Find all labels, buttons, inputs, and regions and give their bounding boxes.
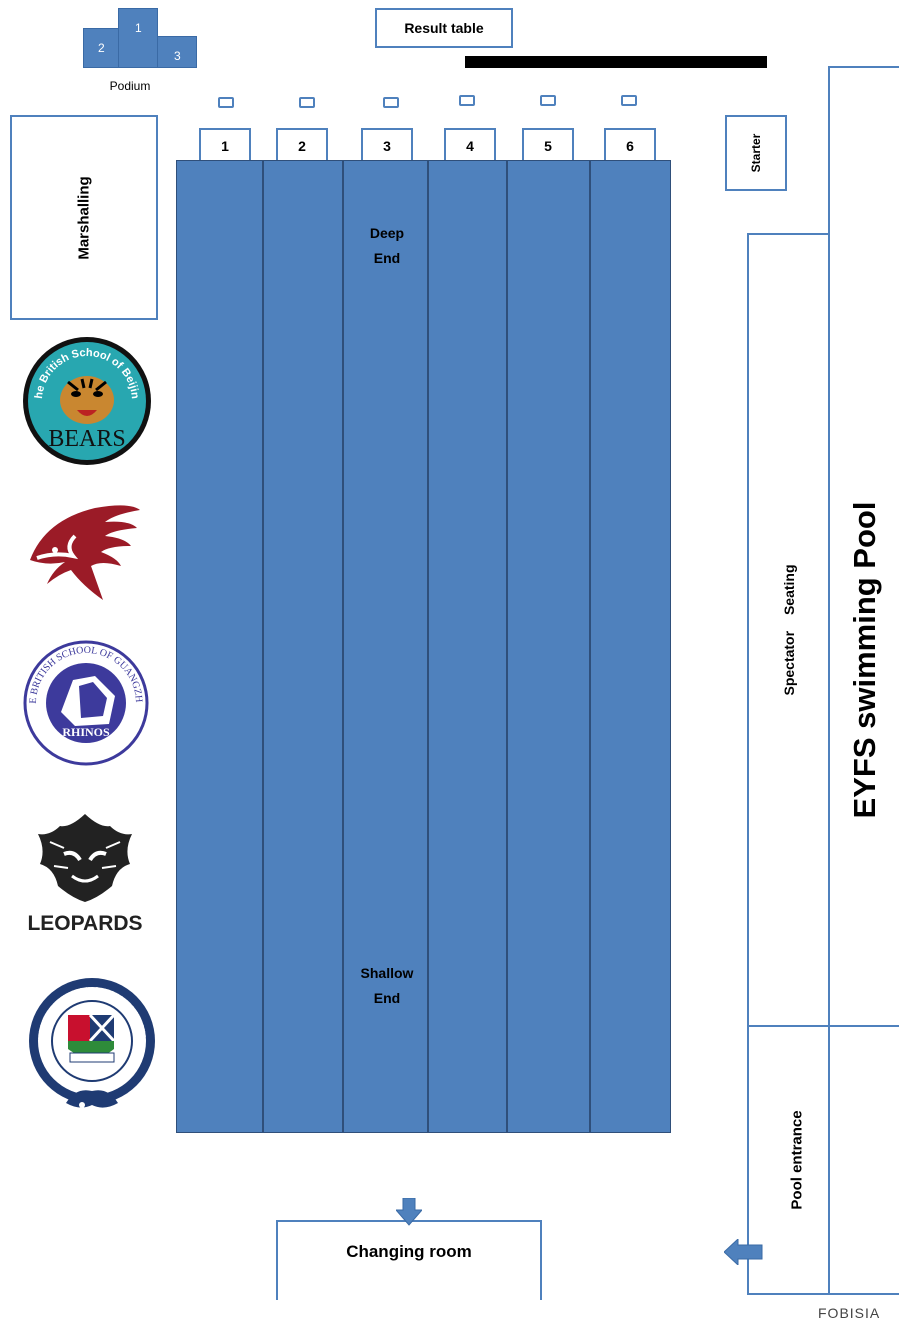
- bangkok-prep-logo: BANGKOK INTERNATIONAL PREPARATORY & SECO…: [26, 975, 155, 1108]
- deep-end-line-1: Deep: [369, 225, 405, 241]
- marshalling-area: Marshalling: [10, 115, 158, 320]
- starting-block-6: [621, 95, 637, 106]
- lane-2: [264, 161, 344, 1132]
- changing-room-arrow-icon: [396, 1198, 422, 1226]
- entrance-arrow-icon: [724, 1239, 763, 1265]
- venue-title: EYFS swimming Pool: [846, 501, 882, 819]
- pool-entrance: Pool entrance: [747, 1025, 899, 1295]
- changing-room-label: Changing room: [346, 1242, 472, 1261]
- podium-step-second: 2: [83, 28, 119, 68]
- lane-number-4: 4: [444, 128, 496, 162]
- rhinos-logo: THE BRITISH SCHOOL OF GUANGZHOU RHINOS: [23, 640, 149, 766]
- spectator-seating: Spectator Seating: [747, 233, 830, 1027]
- spectator-seating-label: Spectator Seating: [780, 564, 797, 696]
- pool-entrance-label: Pool entrance: [788, 1110, 806, 1210]
- changing-room: Changing room: [276, 1220, 542, 1300]
- swimming-pool: Deep End Shallow End: [176, 160, 671, 1133]
- lane-3: [344, 161, 429, 1132]
- lane-6: [591, 161, 672, 1132]
- podium-third-label: 3: [174, 49, 181, 63]
- starting-block-5: [540, 95, 556, 106]
- shallow-end-line-1: Shallow: [360, 965, 414, 981]
- shallow-end-line-2: End: [373, 990, 401, 1006]
- deep-end-label: Deep End: [347, 221, 427, 271]
- podium-label: Podium: [109, 79, 151, 93]
- shallow-end-label: Shallow End: [347, 961, 427, 1011]
- deep-end-line-2: End: [373, 250, 401, 266]
- podium-second-label: 2: [98, 41, 105, 55]
- podium: 1 2 3 Podium: [80, 6, 200, 96]
- lane-number-3: 3: [361, 128, 413, 162]
- podium-first-label: 1: [135, 21, 142, 35]
- rhinos-name: RHINOS: [62, 725, 110, 739]
- eagle-logo-icon: [30, 505, 140, 600]
- result-table: Result table: [375, 8, 513, 48]
- black-bar: [465, 56, 767, 68]
- lane-5: [508, 161, 591, 1132]
- lane-number-5: 5: [522, 128, 574, 162]
- result-table-label: Result table: [404, 20, 484, 36]
- leopards-logo: LEOPARDS: [27, 814, 143, 935]
- lane-number-2: 2: [276, 128, 328, 162]
- starting-block-2: [299, 97, 315, 108]
- podium-step-third: 3: [157, 36, 197, 68]
- venue-title-area: EYFS swimming Pool: [830, 300, 899, 1020]
- watermark: FOBISIA: [818, 1305, 881, 1321]
- starting-block-3: [383, 97, 399, 108]
- lane-1: [177, 161, 264, 1132]
- leopards-name: LEOPARDS: [27, 912, 142, 935]
- starter-label: Starter: [749, 133, 763, 173]
- lane-number-1: 1: [199, 128, 251, 162]
- starting-block-1: [218, 97, 234, 108]
- bears-name: BEARS: [48, 426, 125, 452]
- lane-number-6: 6: [604, 128, 656, 162]
- starter-box: Starter: [725, 115, 787, 191]
- marshalling-label: Marshalling: [75, 175, 93, 260]
- starting-block-4: [459, 95, 475, 106]
- bears-logo: The British School of Beijing BEARS: [20, 334, 151, 465]
- podium-step-first: 1: [118, 8, 158, 68]
- lane-4: [429, 161, 508, 1132]
